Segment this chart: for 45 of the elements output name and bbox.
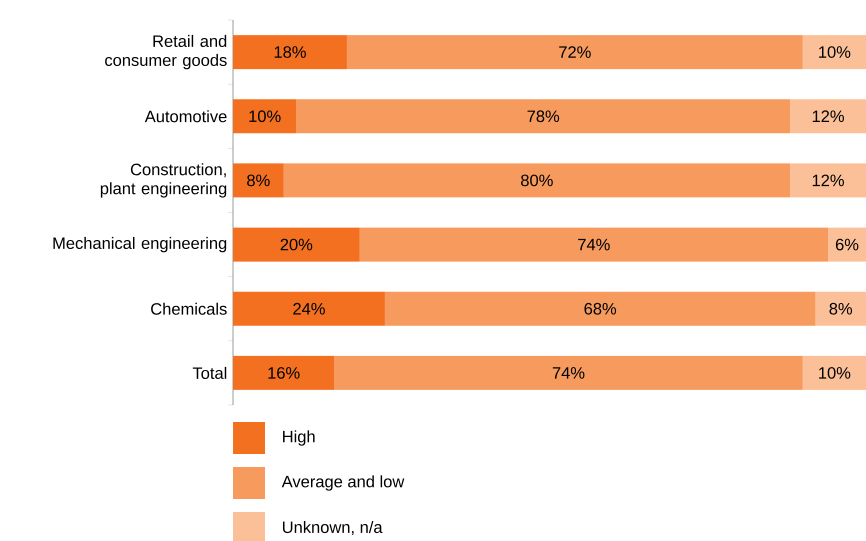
bar (233, 228, 360, 262)
data-label: 72% (559, 46, 591, 58)
y-tick-label: Automotive (144, 110, 227, 122)
data-label: 74% (552, 367, 584, 379)
data-label: 16% (268, 367, 300, 379)
data-label: 24% (293, 302, 325, 315)
legend-label: Unknown, n/a (282, 520, 383, 536)
data-label: 18% (274, 46, 306, 58)
bar (790, 99, 866, 134)
data-label: 74% (578, 238, 610, 250)
bar (828, 228, 866, 262)
bar (296, 99, 790, 134)
y-tick-label: Retail and consumer goods (105, 34, 227, 70)
bar (233, 35, 347, 70)
bar (233, 99, 296, 134)
y-tick-label: Total (192, 366, 226, 379)
data-label: 12% (812, 174, 844, 186)
bar (334, 356, 803, 390)
data-label: 80% (521, 174, 553, 186)
data-label: 10% (819, 46, 850, 58)
data-label: 12% (812, 110, 844, 122)
legend-label: Average and low (282, 475, 404, 491)
bar (384, 292, 816, 326)
bar (346, 35, 803, 70)
data-label: 20% (280, 238, 312, 250)
bar (233, 292, 385, 326)
data-label: 68% (584, 302, 616, 315)
bar (360, 228, 828, 262)
y-tick-label: Chemicals (151, 302, 227, 315)
data-label: 8% (829, 302, 852, 315)
bar (815, 292, 866, 326)
y-tick-label: Mechanical engineering (53, 236, 226, 252)
bar (790, 163, 866, 198)
data-label: 78% (528, 110, 560, 122)
data-label: 8% (247, 174, 270, 186)
data-label: 10% (249, 110, 281, 122)
bar (233, 356, 334, 390)
bar (802, 356, 866, 390)
data-label: 6% (836, 238, 858, 250)
bar (233, 163, 284, 198)
bar (802, 35, 866, 70)
data-label: 10% (819, 367, 850, 379)
legend-label: High (283, 430, 315, 446)
bar (284, 163, 790, 198)
y-tick-label: Construction, plant engineering (100, 163, 226, 198)
